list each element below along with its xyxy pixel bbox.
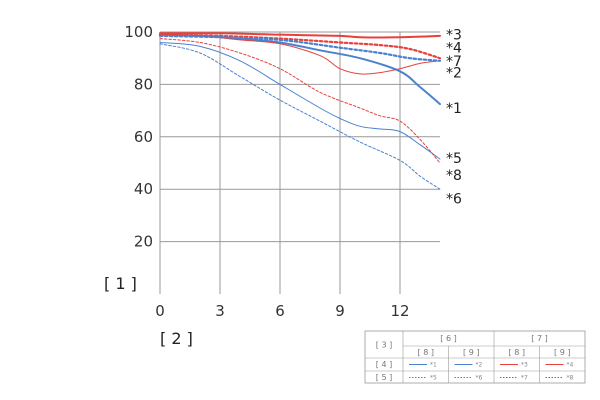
legend-sub-label: [ 9 ]: [463, 348, 479, 357]
chart-grid: [159, 31, 440, 294]
series-line: [159, 43, 441, 190]
legend-sub-label: [ 9 ]: [554, 348, 570, 357]
legend-row-label: [ 5 ]: [376, 373, 392, 382]
curve-labels: *3*4*7*2 *1 *5*8 *6: [446, 28, 462, 208]
y-tick-label: 100: [124, 23, 153, 41]
curve-label: *5: [446, 151, 462, 167]
series-line: [158, 33, 442, 60]
legend-entry-label: *8: [567, 375, 574, 382]
legend-border: [364, 330, 586, 384]
y-tick-label: 40: [134, 180, 153, 198]
x-tick-label: 9: [335, 302, 345, 320]
legend-row-label: [ 4 ]: [376, 360, 392, 369]
x-tick-label: 12: [390, 302, 409, 320]
y-axis-note: [ 1 ]: [104, 274, 137, 293]
chart-ticks: 20 40 60 80 100 0 3 6 9 12: [124, 23, 409, 320]
series-line: [159, 32, 441, 39]
x-tick-label: 0: [155, 302, 165, 320]
legend-group-label: [ 6 ]: [440, 334, 456, 343]
legend-table: [ 3 ] [ 6 ] [ 7 ] [ 8 ] [ 9 ] [ 8 ] [ 9 ] [ 4 ]…: [364, 330, 586, 384]
legend-entry-label: *7: [521, 375, 528, 382]
legend-sub-label: [ 8 ]: [418, 348, 434, 357]
legend-entry-label: *4: [567, 362, 574, 369]
legend-header-label: [ 3 ]: [376, 341, 392, 350]
series-line: [159, 42, 441, 160]
curve-label: *2: [446, 66, 462, 82]
legend-sub-label: [ 8 ]: [509, 348, 525, 357]
legend-entry-label: *1: [430, 362, 437, 369]
curve-label: *6: [446, 191, 462, 207]
chart-series: [158, 32, 442, 190]
series-line: [159, 34, 441, 75]
curve-label: *7: [446, 54, 462, 70]
legend-entry-label: *2: [476, 362, 483, 369]
x-axis-note: [ 2 ]: [160, 329, 193, 348]
legend-entry-label: *6: [476, 375, 483, 382]
curve-label: *3: [446, 28, 462, 44]
series-line: [159, 38, 441, 164]
legend-entry-label: *5: [430, 375, 437, 382]
curve-label: *8: [446, 168, 462, 184]
y-tick-label: 20: [134, 233, 153, 251]
y-tick-label: 80: [134, 75, 153, 93]
curve-label: *4: [446, 41, 462, 57]
x-tick-label: 3: [215, 302, 225, 320]
series-line: [158, 34, 442, 62]
y-tick-label: 60: [134, 128, 153, 146]
legend-entry-label: *3: [521, 362, 528, 369]
legend-group-label: [ 7 ]: [531, 334, 547, 343]
x-tick-label: 6: [275, 302, 285, 320]
curve-label: *1: [446, 101, 462, 117]
